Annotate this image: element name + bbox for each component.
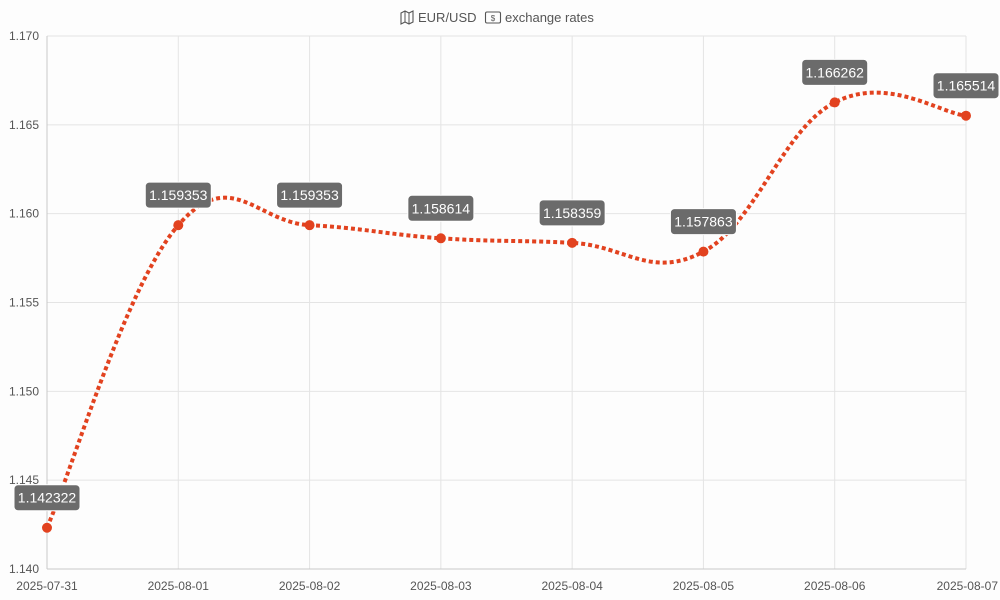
data-label-text: 1.158359 <box>543 205 602 221</box>
x-tick-label: 2025-08-02 <box>279 579 341 593</box>
data-label-text: 1.142322 <box>18 490 77 506</box>
y-tick-label: 1.170 <box>9 29 39 43</box>
data-label-box <box>144 181 212 209</box>
data-label-box <box>407 194 475 222</box>
x-tick-label: 2025-07-31 <box>16 579 78 593</box>
data-label: 1.159353 <box>276 181 344 209</box>
series-line <box>45 90 967 529</box>
data-label-box <box>669 208 737 236</box>
data-label-box <box>13 484 81 512</box>
data-label: 1.165514 <box>932 72 1000 100</box>
data-label: 1.142322 <box>13 484 81 512</box>
data-label-text: 1.158614 <box>412 200 471 216</box>
chart-title-text: exchange rates <box>505 10 594 25</box>
data-label-text: 1.157863 <box>674 214 733 230</box>
data-point <box>304 220 315 231</box>
dollar-banknote-icon: $ <box>484 11 502 24</box>
data-label: 1.166262 <box>801 58 869 86</box>
data-label-box <box>932 72 1000 100</box>
data-point <box>961 110 971 121</box>
y-tick-label: 1.160 <box>9 207 39 221</box>
y-tick-label: 1.145 <box>9 473 39 487</box>
data-label-box <box>801 58 869 86</box>
data-point <box>829 97 840 108</box>
y-tick-label: 1.155 <box>9 296 39 310</box>
x-tick-label: 2025-08-07 <box>937 579 999 593</box>
data-label-box <box>538 199 606 227</box>
data-label: 1.158614 <box>407 194 475 222</box>
map-icon <box>400 10 414 25</box>
data-label-text: 1.159353 <box>149 187 208 203</box>
data-label-text: 1.165514 <box>937 78 996 94</box>
x-tick-label: 2025-08-01 <box>148 579 210 593</box>
data-point <box>173 220 184 231</box>
data-label: 1.158359 <box>538 199 606 227</box>
x-tick-label: 2025-08-05 <box>673 579 735 593</box>
data-point <box>567 237 578 248</box>
y-tick-label: 1.140 <box>9 562 39 576</box>
chart-title: EUR/USD $ exchange rates <box>400 10 594 25</box>
svg-text:$: $ <box>491 14 496 23</box>
data-point <box>698 246 709 257</box>
data-label-text: 1.166262 <box>806 64 865 80</box>
x-tick-label: 2025-08-03 <box>410 579 472 593</box>
y-tick-label: 1.150 <box>9 384 39 398</box>
y-tick-label: 1.165 <box>9 118 39 132</box>
x-tick-label: 2025-08-04 <box>541 579 603 593</box>
data-point <box>42 522 52 533</box>
chart-title-currency-pair: EUR/USD <box>418 10 477 25</box>
data-label-text: 1.159353 <box>280 187 339 203</box>
x-tick-label: 2025-08-06 <box>804 579 866 593</box>
data-label-box <box>276 181 344 209</box>
data-label: 1.159353 <box>144 181 212 209</box>
data-label: 1.157863 <box>669 208 737 236</box>
data-point <box>435 233 446 244</box>
